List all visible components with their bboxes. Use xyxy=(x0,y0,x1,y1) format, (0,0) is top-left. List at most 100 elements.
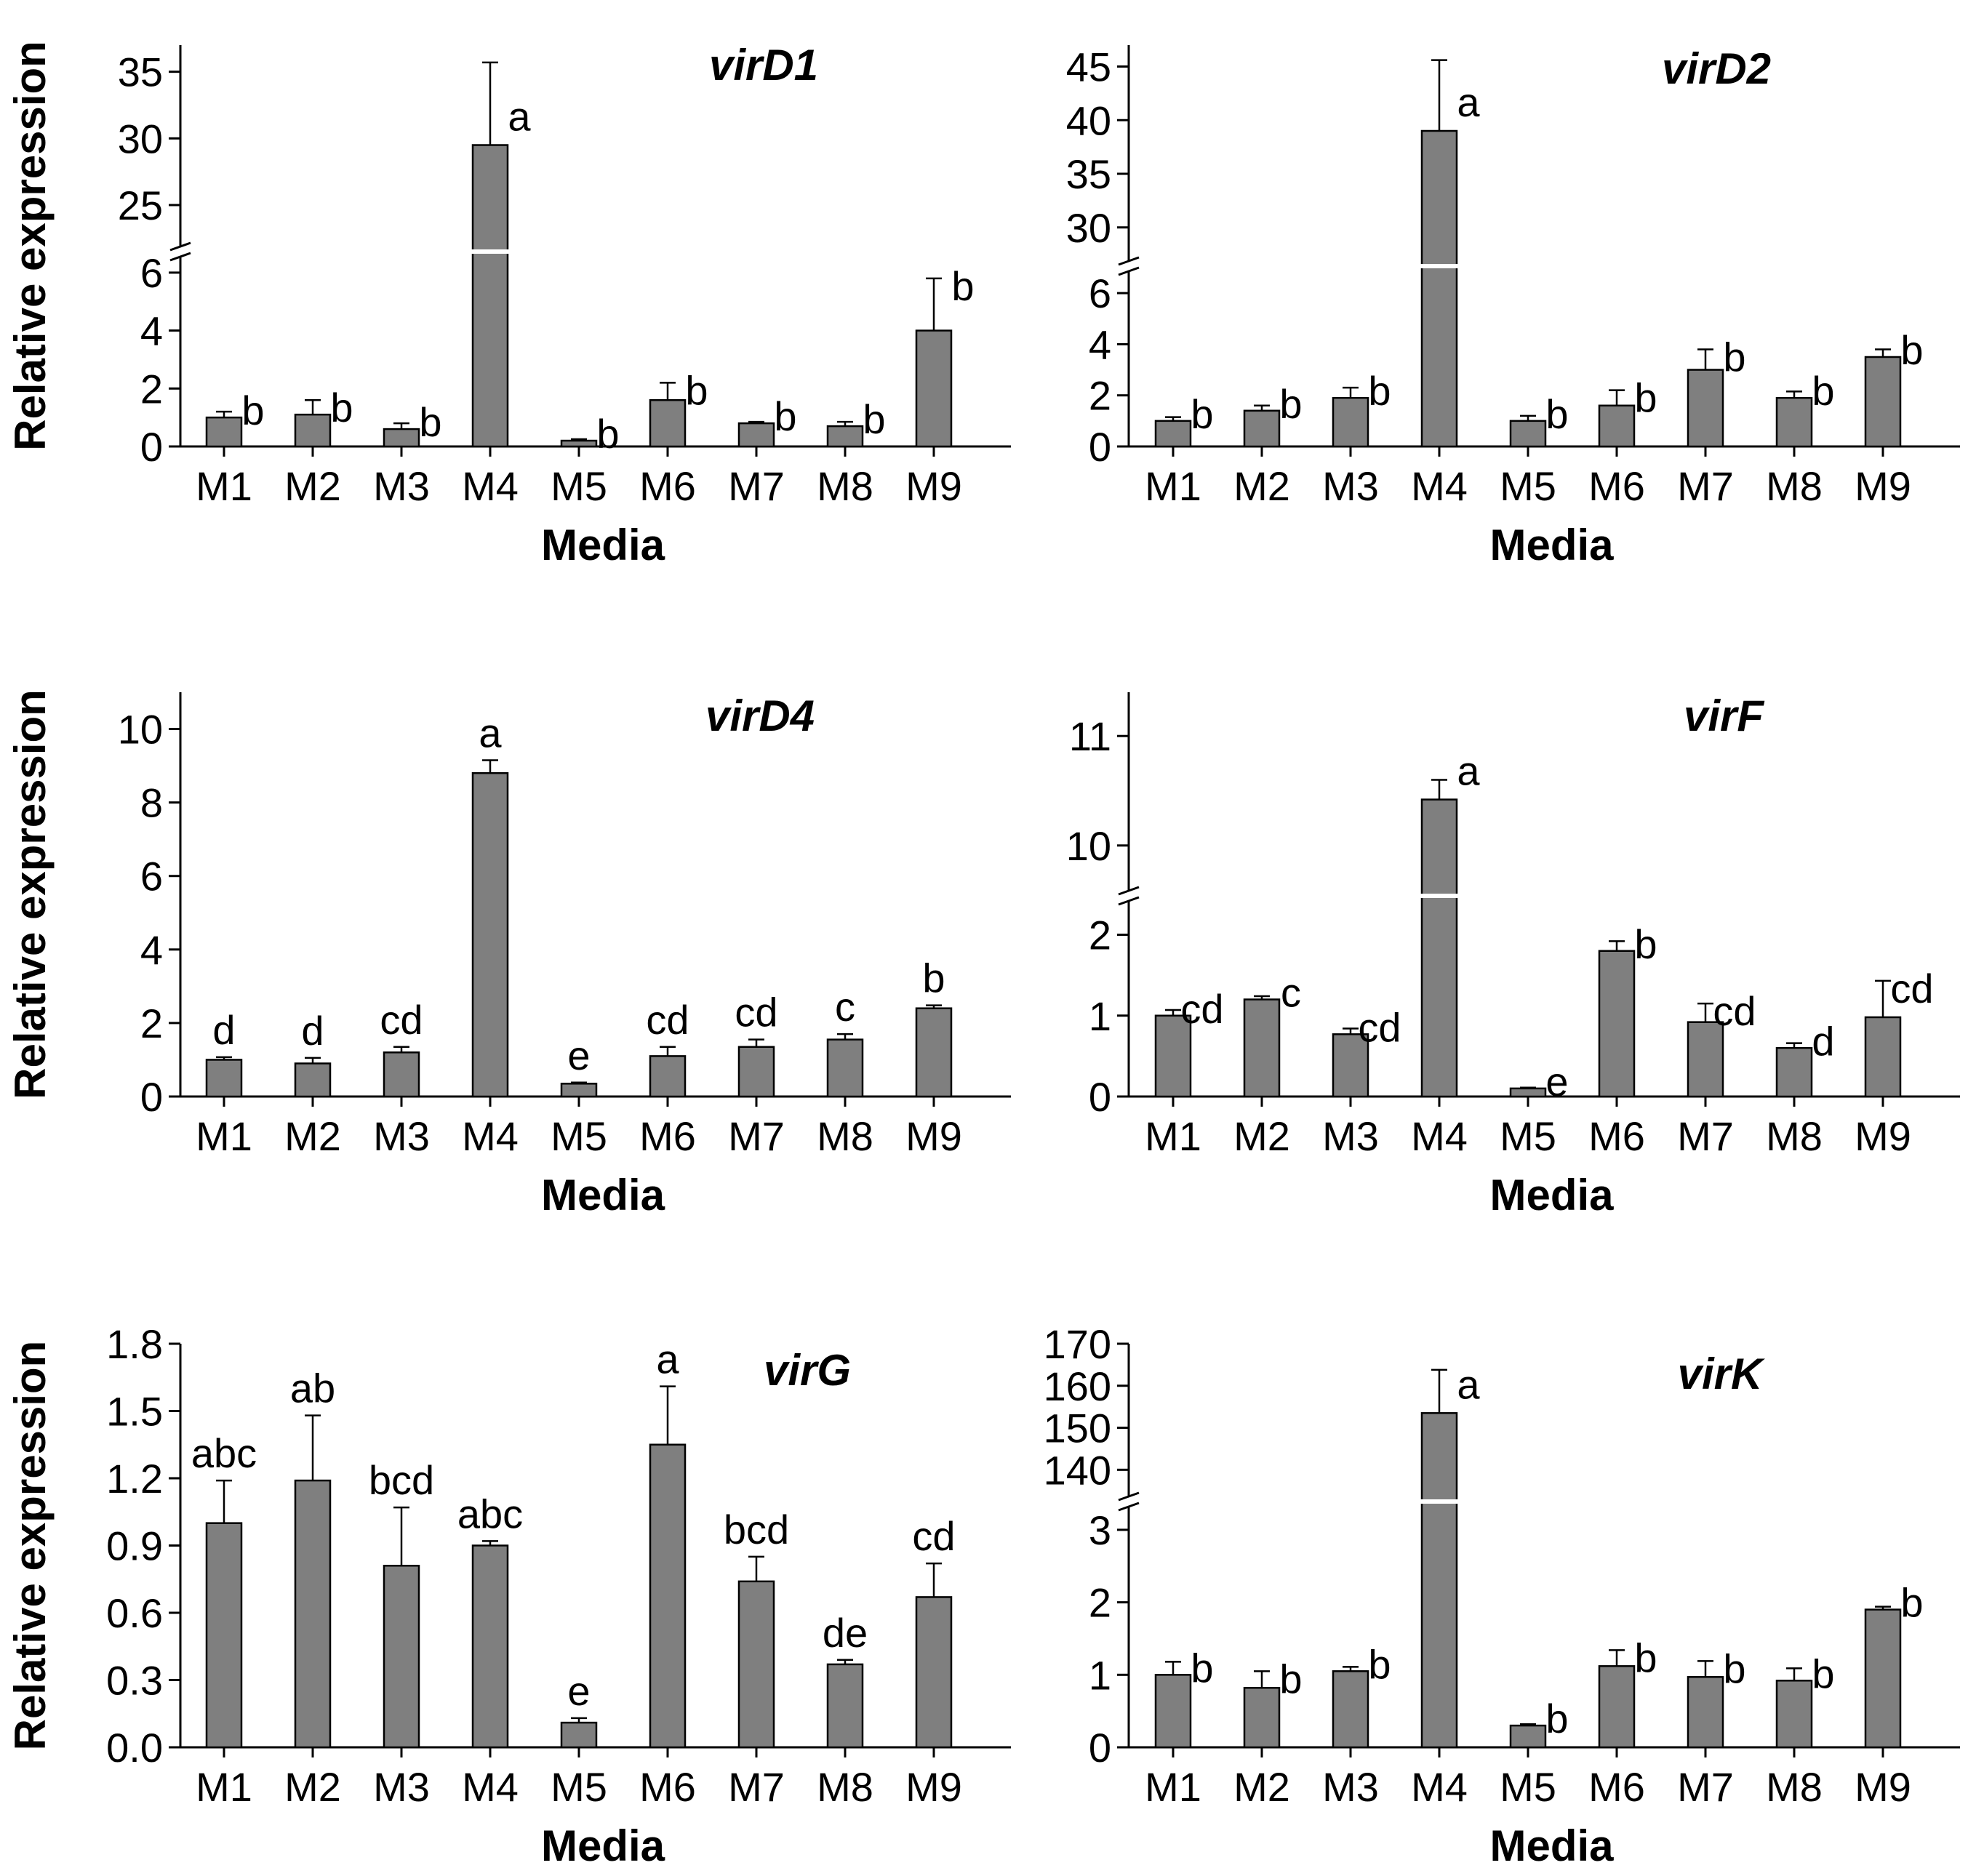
x-tick-label: M3 xyxy=(373,1764,430,1810)
significance-label: b xyxy=(1900,327,1923,373)
significance-label: b xyxy=(1812,368,1834,414)
x-tick-label: M8 xyxy=(817,1113,873,1159)
x-tick-label: M9 xyxy=(1855,463,1911,509)
y-tick-label: 0.3 xyxy=(106,1658,163,1704)
significance-label: b xyxy=(1723,334,1745,380)
x-tick-label: M6 xyxy=(1588,1113,1645,1159)
axis-break-mark xyxy=(1118,1502,1140,1512)
bar-M7 xyxy=(1687,1676,1724,1749)
x-axis-title: Media xyxy=(1489,1171,1614,1219)
chart-title: virF xyxy=(1684,692,1764,740)
x-axis-title: Media xyxy=(1489,1821,1614,1870)
y-axis-title: Relative expression xyxy=(6,1341,55,1751)
significance-label: b xyxy=(596,411,619,457)
x-axis-title: Media xyxy=(1489,521,1614,569)
bar-M9 xyxy=(915,329,953,448)
x-tick-label: M5 xyxy=(1500,1113,1556,1159)
significance-label: cd xyxy=(1358,1004,1401,1050)
significance-label: b xyxy=(863,396,885,442)
significance-label: b xyxy=(1634,921,1657,967)
x-tick-label: M3 xyxy=(1322,1113,1379,1159)
x-tick-label: M9 xyxy=(1855,1764,1911,1810)
significance-label: c xyxy=(835,984,855,1030)
x-tick-label: M2 xyxy=(1233,1764,1290,1810)
significance-label: b xyxy=(774,393,796,439)
significance-label: e xyxy=(567,1033,590,1078)
significance-label: c xyxy=(1281,970,1301,1016)
bar-M1 xyxy=(1154,420,1192,448)
x-tick-label: M6 xyxy=(1588,1764,1645,1810)
significance-label: cd xyxy=(912,1513,955,1559)
y-tick-label: 40 xyxy=(1066,97,1111,143)
x-tick-label: M1 xyxy=(196,1113,252,1159)
significance-label: b xyxy=(1723,1645,1745,1691)
y-axis-title: Relative expression xyxy=(6,41,55,451)
x-tick-label: M2 xyxy=(284,1113,341,1159)
x-tick-label: M4 xyxy=(462,1764,519,1810)
bar-M8 xyxy=(826,425,864,448)
chart-virF: 0 1 2 10 11 cd M1 c M2 cd M3 a M4 e M5 b M6 cd M7 d M8 cd M9 vi… xyxy=(1066,692,1960,1219)
y-tick-label: 0 xyxy=(1089,1074,1111,1120)
chart-title: virG xyxy=(764,1346,851,1395)
y-tick-label: 6 xyxy=(1089,270,1111,316)
x-tick-label: M1 xyxy=(196,1764,252,1810)
y-tick-label: 2 xyxy=(1089,373,1111,419)
significance-label: cd xyxy=(380,997,423,1043)
axis-break-mark xyxy=(1118,1491,1140,1502)
x-tick-label: M9 xyxy=(905,1764,962,1810)
significance-label: b xyxy=(241,388,264,433)
significance-label: b xyxy=(922,955,945,1001)
bar-M6 xyxy=(649,398,687,448)
bar-M2 xyxy=(294,1062,332,1098)
y-tick-label: 0.0 xyxy=(106,1725,163,1771)
chart-virG: 0.0 0.3 0.6 0.9 1.2 1.5 1.8 abc M1 ab M2 bcd M3 abc M4… xyxy=(6,1321,1011,1870)
y-tick-label: 2 xyxy=(1089,913,1111,958)
y-tick-label: 1 xyxy=(1089,993,1111,1039)
y-tick-label: 140 xyxy=(1044,1447,1111,1493)
bar-M1 xyxy=(1154,1014,1192,1098)
bar-M1 xyxy=(205,1522,243,1749)
bar-M2 xyxy=(1243,1686,1281,1749)
x-tick-label: M9 xyxy=(905,463,962,509)
x-tick-label: M3 xyxy=(1322,1764,1379,1810)
bar-M3 xyxy=(383,428,420,448)
significance-label: b xyxy=(1191,1645,1213,1691)
bar-M5 xyxy=(1509,1724,1547,1749)
x-axis-title: Media xyxy=(541,1171,665,1219)
y-tick-label: 1.2 xyxy=(106,1456,163,1502)
x-tick-label: M4 xyxy=(1411,1764,1468,1810)
bar-M2 xyxy=(1243,998,1281,1098)
y-tick-label: 4 xyxy=(140,927,163,973)
x-tick-label: M6 xyxy=(639,463,696,509)
bar-M9 xyxy=(915,1007,953,1098)
y-tick-label: 0.9 xyxy=(106,1523,163,1569)
significance-label: e xyxy=(567,1668,590,1714)
significance-label: a xyxy=(1457,748,1480,794)
x-tick-label: M5 xyxy=(551,1764,607,1810)
x-tick-label: M1 xyxy=(1145,463,1201,509)
chart-virD2: 0 2 4 6 30 35 40 45 b M1 b M2 b M3 a M4 b M5 b M6 b M7 b M8 b M9 v… xyxy=(1066,44,1960,569)
bar-M9 xyxy=(915,1596,953,1749)
significance-label: b xyxy=(1368,1641,1391,1687)
y-tick-label: 30 xyxy=(1066,205,1111,251)
significance-label: b xyxy=(1368,368,1391,414)
bar-M5 xyxy=(1509,1087,1547,1098)
bar-M4 xyxy=(1420,129,1458,448)
chart-title: virD1 xyxy=(709,41,818,89)
significance-label: cd xyxy=(1713,988,1756,1034)
x-tick-label: M4 xyxy=(462,1113,519,1159)
bar-M4 xyxy=(471,144,509,448)
bar-M6 xyxy=(1598,1665,1636,1749)
bar-M6 xyxy=(1598,404,1636,448)
bar-M5 xyxy=(560,439,598,448)
bar-M8 xyxy=(1775,396,1813,448)
significance-label: bcd xyxy=(369,1457,434,1503)
significance-label: cd xyxy=(1890,966,1933,1011)
y-tick-label: 1.5 xyxy=(106,1389,163,1435)
x-tick-label: M5 xyxy=(1500,1764,1556,1810)
y-tick-label: 10 xyxy=(1066,823,1111,869)
significance-label: ab xyxy=(290,1366,335,1411)
y-tick-label: 25 xyxy=(118,183,163,228)
bar-M4 xyxy=(1420,1412,1458,1749)
bar-break-gap xyxy=(1420,1499,1458,1504)
